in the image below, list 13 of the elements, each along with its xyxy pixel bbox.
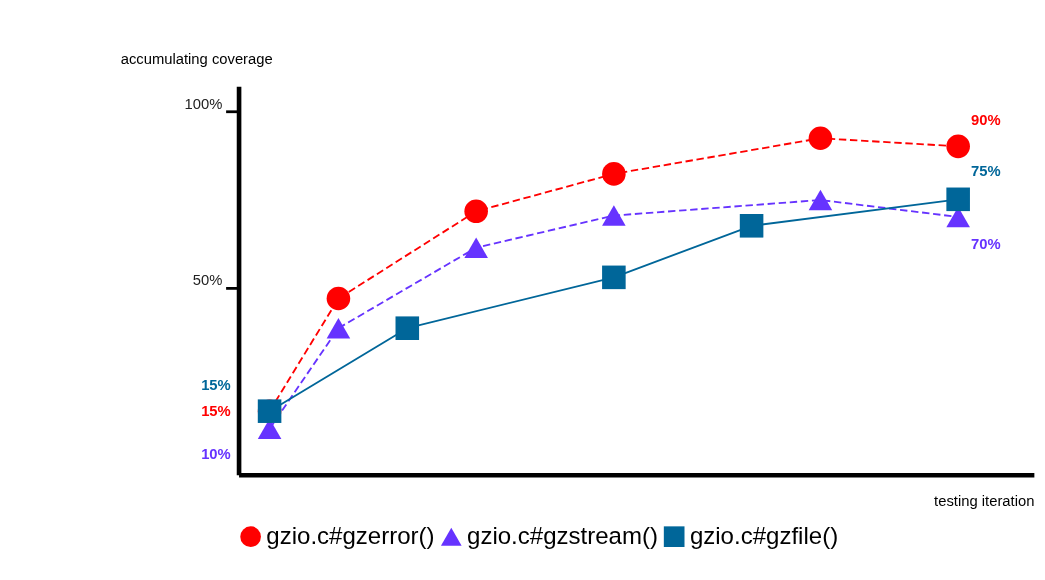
y-axis-title: accumulating coverage — [120, 50, 273, 67]
data-label: 70% — [971, 236, 1001, 253]
x-axis-title: testing iteration — [934, 492, 1035, 509]
legend-label: gzio.c#gzstream() — [467, 522, 658, 550]
y-tick-label: 50% — [192, 272, 223, 289]
data-label: 15% — [201, 376, 231, 393]
data-label: 75% — [971, 163, 1001, 180]
y-tick-label: 100% — [184, 95, 223, 112]
legend-label: gzio.c#gzerror() — [266, 522, 435, 550]
legend-label: gzio.c#gzfile() — [689, 522, 839, 550]
data-label: 15% — [201, 402, 231, 419]
data-label: 10% — [201, 446, 231, 463]
data-label: 90% — [971, 112, 1001, 129]
